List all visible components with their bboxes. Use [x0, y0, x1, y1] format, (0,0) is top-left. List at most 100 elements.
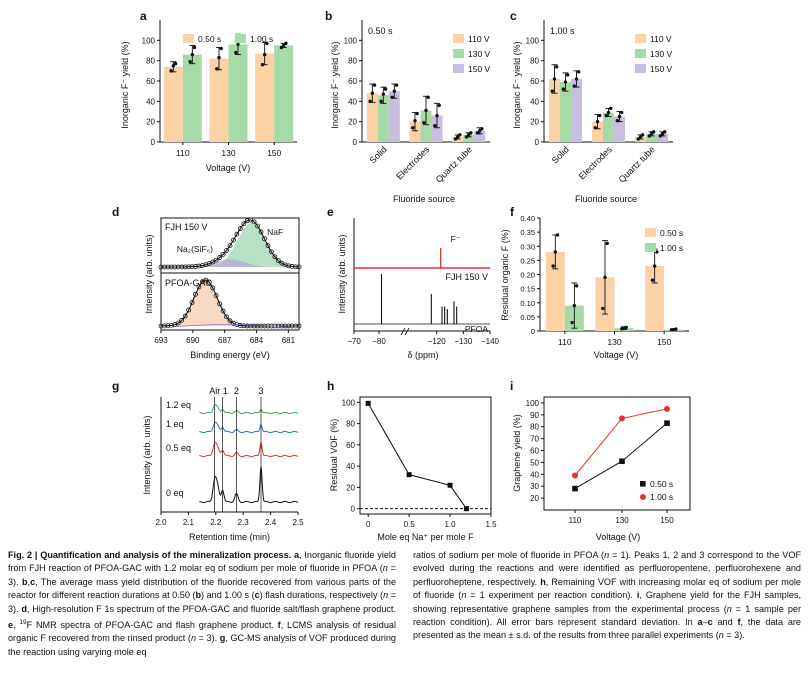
x-tick-label: 0.5 [404, 520, 416, 529]
y-tick-label: 20 [530, 118, 539, 127]
panel-letter-e: e [327, 205, 334, 219]
caption-text: = 3). [196, 633, 220, 644]
y-tick-label: 40 [346, 462, 355, 471]
x-tick-label: 1.5 [485, 520, 497, 529]
legend-swatch [645, 228, 656, 237]
y-tick-label: 80 [530, 423, 539, 432]
x-tick-label: 2.5 [292, 518, 304, 527]
background-line [160, 324, 300, 329]
legend-label: 1.00 s [650, 492, 673, 502]
y-tick-label: 40 [530, 470, 539, 479]
data-point [426, 95, 430, 99]
y-tick-label: 0.25 [520, 256, 535, 265]
y-tick-label: 80 [346, 420, 355, 429]
y-tick-label: 0.30 [520, 242, 535, 251]
bar [545, 251, 565, 331]
caption-italic: n [718, 630, 724, 641]
panel-letter-c: c [510, 9, 517, 23]
spectrum-label-bottom: PFOA-GAC [165, 278, 213, 288]
caption-text: F NMR spectra of PFOA-GAC and flash grap… [26, 620, 278, 631]
data-point [606, 110, 611, 115]
legend-label: 150 V [650, 64, 673, 74]
y-tick-label: 100 [142, 36, 156, 45]
data-point [598, 113, 602, 118]
panel-letter-i: i [510, 379, 513, 393]
caption-superscript: 19 [19, 619, 27, 627]
data-point [251, 219, 257, 225]
data-point [381, 92, 386, 96]
caption-italic: n [726, 603, 732, 614]
y-tick-label: 80 [530, 57, 539, 66]
peak-marker-label: Air 1 [209, 386, 228, 396]
legend-swatch [453, 64, 464, 73]
chromatogram-line [199, 404, 299, 415]
data-point [617, 114, 622, 119]
peak-annotation: F⁻ [451, 234, 461, 244]
y-tick-label: 60 [348, 77, 357, 86]
legend-swatch [453, 49, 464, 58]
x-tick-label: 690 [186, 336, 200, 345]
bar [163, 66, 183, 142]
bar [646, 133, 657, 142]
data-point [265, 41, 269, 46]
data-point [217, 55, 221, 60]
legend-swatch [183, 34, 194, 43]
caption-text: ratios of sodium per mole of fluoride in… [413, 550, 605, 560]
data-point [577, 70, 581, 74]
data-point [455, 135, 460, 139]
data-point [186, 307, 192, 313]
caption-text: = 3). [8, 590, 396, 614]
y-axis-label: Inorganic F⁻ yield (%) [330, 41, 340, 128]
data-point [664, 420, 670, 426]
data-point [674, 327, 678, 331]
peak-annotation: NaF [267, 227, 283, 237]
data-point [664, 405, 670, 412]
data-point [413, 118, 417, 123]
data-point [241, 221, 247, 227]
data-point [466, 133, 471, 137]
y-tick-label: 40 [530, 97, 539, 106]
spectrum-label-top: FJH 150 V [165, 222, 208, 232]
data-point [601, 306, 605, 311]
y-axis-label: Inorganic F⁻ yield (%) [120, 41, 130, 128]
y-tick-label: 20 [530, 494, 539, 503]
data-point [458, 133, 462, 137]
bar [571, 78, 582, 142]
caption-bold: c [254, 590, 260, 601]
caption-bold: Fig. 2 | Quantification and analysis of … [8, 550, 300, 560]
data-point [236, 42, 240, 47]
peak-annotation: Na₂(SiF₆) [177, 244, 213, 254]
y-tick-label: 0.40 [520, 214, 535, 223]
x-tick-label: 684 [250, 336, 264, 345]
x-tick-label: 150 [657, 337, 671, 347]
data-point [217, 301, 223, 307]
data-point [480, 127, 484, 131]
y-tick-label: 40 [146, 97, 155, 106]
data-point [650, 278, 655, 282]
y-tick-label: 0 [535, 138, 540, 147]
bar [474, 130, 486, 142]
data-point [563, 80, 568, 84]
panel-letter-b: b [325, 9, 332, 23]
x-axis-label: Retention time (min) [189, 532, 270, 542]
bar [274, 45, 294, 142]
data-point [437, 103, 441, 108]
data-point [220, 308, 226, 314]
data-point [260, 63, 265, 67]
x-tick-label: 2.3 [238, 518, 250, 527]
envelope-line [161, 219, 299, 268]
figure-caption-right: ratios of sodium per mole of fluoride in… [413, 549, 801, 643]
data-point [463, 506, 469, 512]
caption-text: ) flash durations, respectively ( [259, 590, 384, 601]
y-tick-label: 0 [531, 327, 535, 336]
data-point [255, 223, 261, 229]
data-point [258, 229, 264, 235]
x-tick-label: Quartz tube [617, 144, 657, 184]
legend-swatch [645, 243, 656, 252]
caption-italic: n [461, 590, 467, 601]
plot-frame [359, 396, 492, 515]
x-tick-label: −140 [481, 337, 500, 346]
x-tick-label: 130 [607, 337, 621, 347]
data-point [604, 113, 608, 118]
data-point [284, 41, 288, 46]
